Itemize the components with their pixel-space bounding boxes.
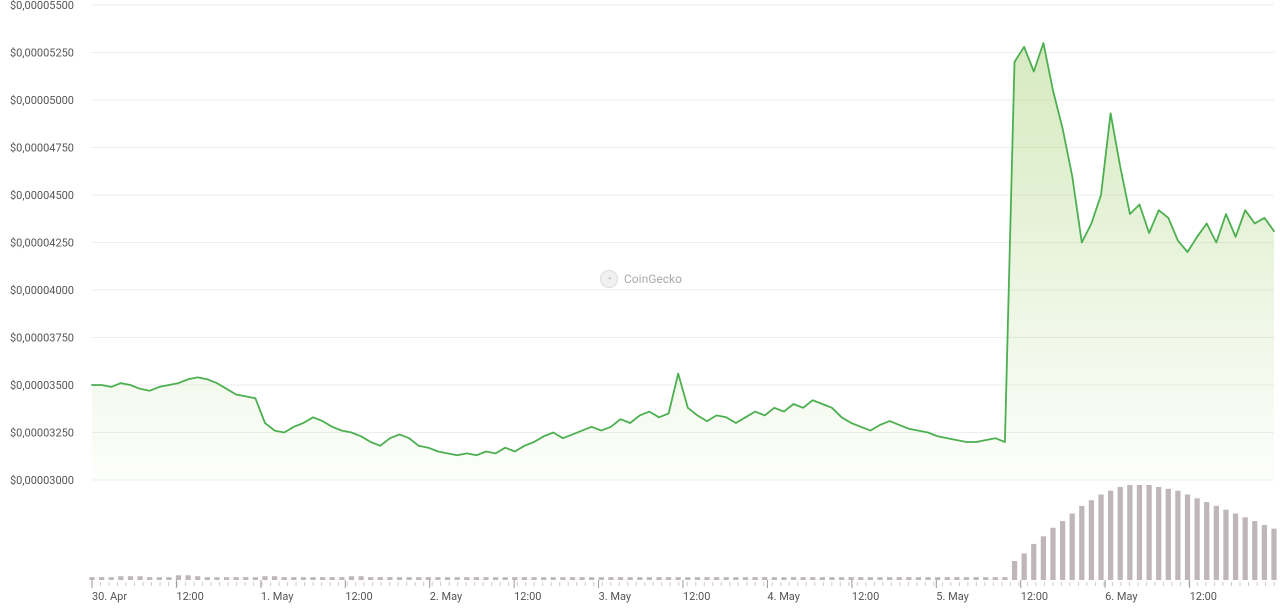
svg-text:$0,00003250: $0,00003250 (10, 427, 74, 440)
svg-text:$0,00005250: $0,00005250 (10, 47, 74, 60)
svg-text:$0,00003000: $0,00003000 (10, 474, 74, 487)
svg-text:12:00: 12:00 (1190, 590, 1217, 603)
svg-text:1. May: 1. May (261, 590, 294, 603)
svg-text:12:00: 12:00 (683, 590, 710, 603)
chart-svg: $0,00003000 $0,00003250 $0,00003500 $0,0000… (0, 0, 1280, 612)
svg-text:$0,00004000: $0,00004000 (10, 284, 74, 297)
svg-text:$0,00005000: $0,00005000 (10, 94, 74, 107)
svg-text:12:00: 12:00 (176, 590, 203, 603)
svg-text:12:00: 12:00 (1021, 590, 1048, 603)
svg-text:12:00: 12:00 (345, 590, 372, 603)
svg-text:$0,00003500: $0,00003500 (10, 379, 74, 392)
svg-text:$0,00005500: $0,00005500 (10, 0, 74, 12)
svg-text:$0,00004250: $0,00004250 (10, 237, 74, 250)
svg-text:2. May: 2. May (430, 590, 463, 603)
svg-text:6. May: 6. May (1105, 590, 1138, 603)
svg-text:3. May: 3. May (599, 590, 632, 603)
price-chart: $0,00003000 $0,00003250 $0,00003500 $0,0000… (0, 0, 1280, 612)
svg-text:4. May: 4. May (767, 590, 800, 603)
svg-text:5. May: 5. May (936, 590, 969, 603)
svg-text:$0,00003750: $0,00003750 (10, 332, 74, 345)
svg-text:30. Apr: 30. Apr (92, 590, 127, 603)
svg-text:12:00: 12:00 (852, 590, 879, 603)
svg-text:$0,00004500: $0,00004500 (10, 189, 74, 202)
svg-text:12:00: 12:00 (514, 590, 541, 603)
svg-text:$0,00004750: $0,00004750 (10, 142, 74, 155)
